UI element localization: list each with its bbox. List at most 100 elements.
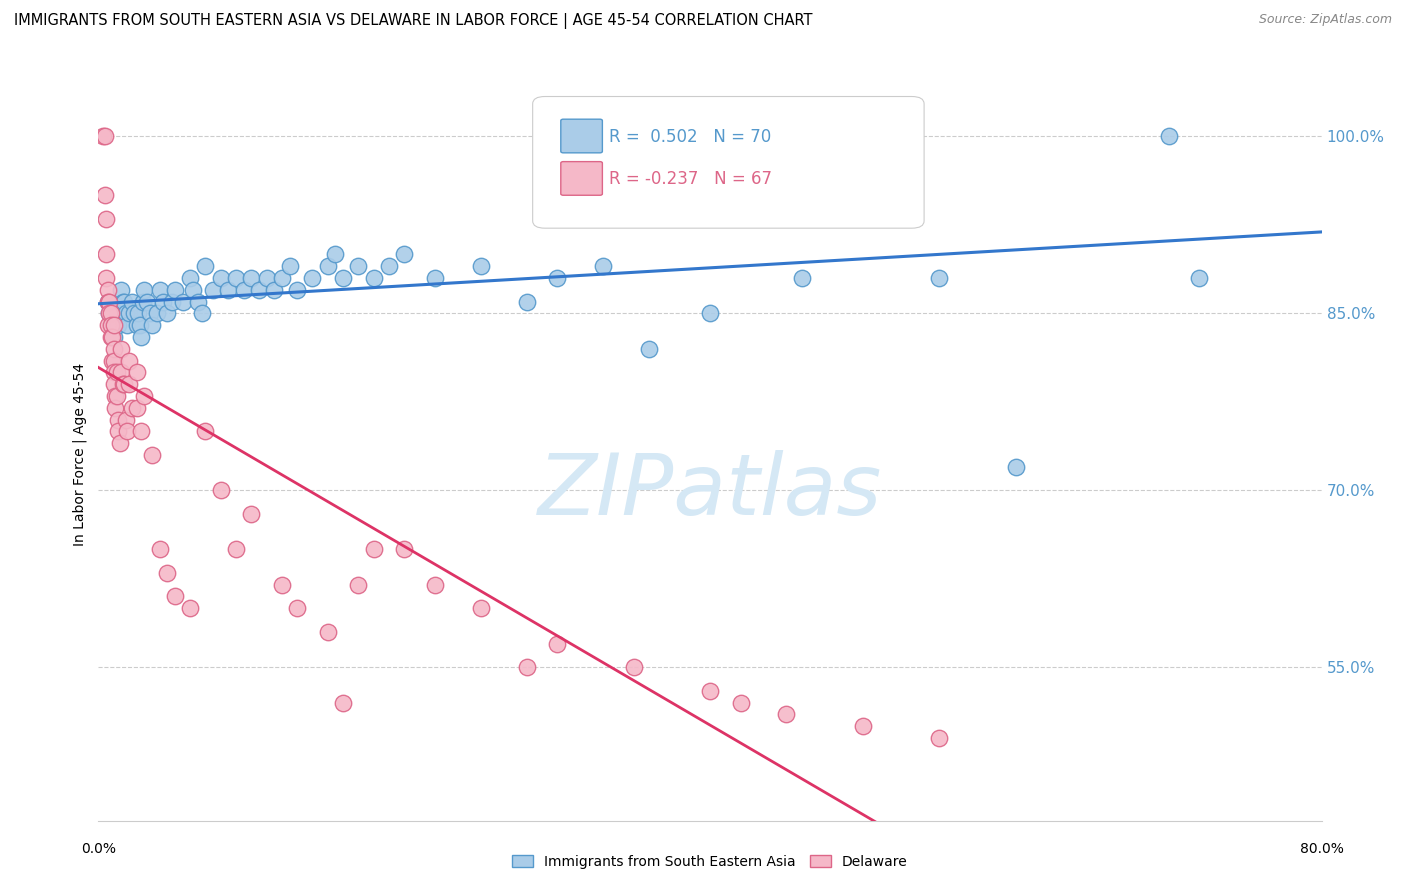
Point (97, 283, 120, 297)
Point (141, 448, 163, 462)
Point (181, 283, 204, 297)
Point (141, 318, 163, 333)
Point (209, 271, 232, 285)
Point (172, 294, 194, 309)
Point (98, 306, 121, 320)
Point (928, 271, 950, 285)
Point (225, 542, 247, 557)
Point (125, 401, 148, 415)
Text: R = -0.237   N = 67: R = -0.237 N = 67 (609, 170, 772, 188)
Text: 80.0%: 80.0% (1299, 842, 1344, 856)
Point (139, 306, 162, 320)
Point (134, 283, 156, 297)
Point (347, 259, 370, 273)
Point (217, 283, 239, 297)
Point (423, 271, 446, 285)
Point (332, 271, 354, 285)
Point (163, 590, 186, 604)
Point (209, 483, 232, 498)
Point (105, 365, 128, 379)
Point (730, 129, 752, 144)
Point (194, 259, 217, 273)
Text: ZIPatlas: ZIPatlas (538, 450, 882, 533)
Point (100, 306, 122, 320)
Point (134, 389, 156, 403)
Point (187, 294, 209, 309)
Point (316, 259, 339, 273)
Point (145, 306, 167, 320)
Point (121, 401, 143, 415)
Point (163, 283, 186, 297)
Point (98, 294, 121, 309)
Point (301, 271, 323, 285)
Point (118, 377, 141, 392)
Point (108, 436, 131, 450)
Point (103, 330, 125, 344)
Point (156, 306, 179, 320)
Point (101, 318, 124, 333)
Point (699, 684, 721, 698)
Point (110, 342, 132, 356)
Point (378, 259, 401, 273)
Point (93, 129, 115, 144)
Point (637, 342, 661, 356)
Point (103, 377, 125, 392)
Point (115, 306, 138, 320)
Point (179, 271, 201, 285)
Point (93, 188, 115, 202)
Point (125, 318, 148, 333)
Point (1004, 459, 1026, 474)
Point (105, 389, 128, 403)
Point (270, 577, 292, 591)
Point (128, 318, 150, 333)
Point (104, 401, 127, 415)
Point (129, 330, 152, 344)
Point (125, 365, 148, 379)
Point (392, 247, 416, 261)
Point (194, 425, 217, 439)
Point (247, 283, 270, 297)
Text: Source: ZipAtlas.com: Source: ZipAtlas.com (1258, 13, 1392, 27)
Point (112, 377, 135, 392)
Point (132, 294, 155, 309)
Point (118, 353, 141, 368)
Point (103, 353, 125, 368)
Legend: Immigrants from South Eastern Asia, Delaware: Immigrants from South Eastern Asia, Dela… (512, 855, 908, 869)
Point (1157, 129, 1180, 144)
Point (127, 306, 149, 320)
Point (423, 577, 446, 591)
Point (285, 601, 308, 615)
Point (363, 271, 385, 285)
Point (191, 306, 214, 320)
Point (103, 365, 125, 379)
Point (122, 306, 145, 320)
Point (546, 271, 568, 285)
Point (111, 294, 134, 309)
FancyBboxPatch shape (561, 161, 602, 195)
Text: IMMIGRANTS FROM SOUTH EASTERN ASIA VS DELAWARE IN LABOR FORCE | AGE 45-54 CORREL: IMMIGRANTS FROM SOUTH EASTERN ASIA VS DE… (14, 13, 813, 29)
Point (91, 129, 114, 144)
Point (516, 660, 538, 674)
Point (270, 271, 292, 285)
Y-axis label: In Labor Force | Age 45-54: In Labor Force | Age 45-54 (73, 363, 87, 547)
Point (117, 318, 139, 333)
Point (592, 259, 614, 273)
Point (121, 294, 143, 309)
FancyBboxPatch shape (561, 120, 602, 153)
Point (179, 601, 201, 615)
Point (516, 294, 538, 309)
Point (775, 707, 797, 722)
Point (152, 294, 174, 309)
Point (110, 283, 132, 297)
Point (118, 306, 141, 320)
Point (149, 283, 172, 297)
Point (136, 294, 159, 309)
Point (160, 294, 183, 309)
Point (129, 425, 152, 439)
Point (263, 283, 285, 297)
Point (347, 577, 370, 591)
Point (149, 542, 172, 557)
Point (332, 696, 354, 710)
Point (852, 719, 875, 733)
Point (101, 353, 124, 368)
